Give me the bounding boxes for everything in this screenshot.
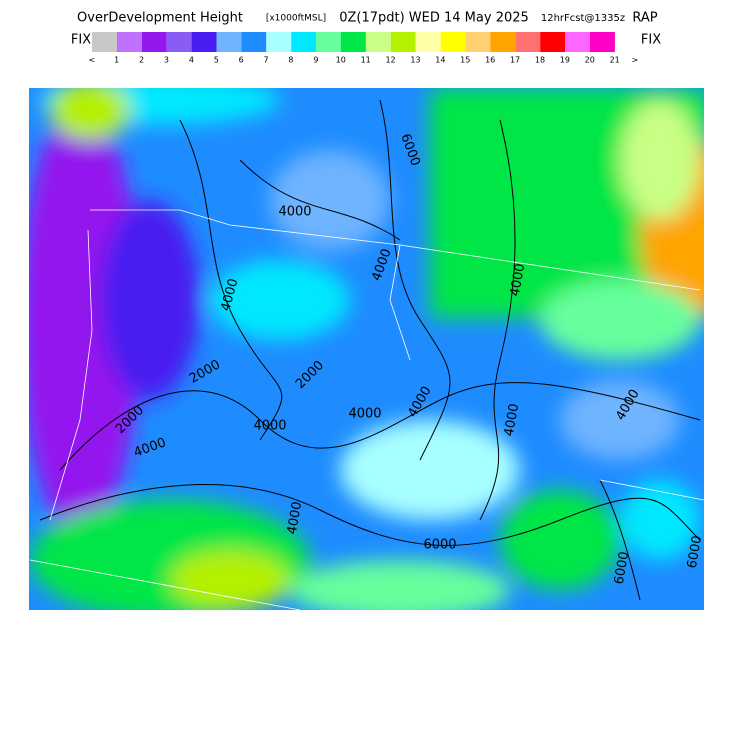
contour-label: 6000 bbox=[685, 534, 706, 569]
units: [x1000ftMSL] bbox=[266, 14, 326, 24]
legend-swatch bbox=[166, 32, 192, 52]
legend-swatch bbox=[465, 32, 491, 52]
legend-left: FIX bbox=[71, 33, 91, 48]
legend-swatch bbox=[291, 32, 317, 52]
legend-tick: 19 bbox=[560, 56, 570, 65]
legend-tick: 18 bbox=[535, 56, 545, 65]
legend-tick: 6 bbox=[239, 56, 244, 65]
legend-tick: 8 bbox=[288, 56, 293, 65]
header: OverDevelopment Height [x1000ftMSL] 0Z(1… bbox=[71, 11, 661, 48]
legend-swatch bbox=[216, 32, 242, 52]
contour-label: 4000 bbox=[253, 419, 286, 434]
legend-swatch bbox=[415, 32, 441, 52]
legend-swatch bbox=[341, 32, 366, 52]
legend-tick: 9 bbox=[313, 56, 318, 65]
contour-label: 6000 bbox=[423, 538, 456, 553]
legend-swatch bbox=[266, 32, 292, 52]
contours bbox=[39, 99, 701, 601]
legend-tick: 10 bbox=[336, 56, 346, 65]
legend-swatch bbox=[241, 32, 267, 52]
legend-tick: 1 bbox=[114, 56, 119, 65]
legend-swatch bbox=[390, 32, 416, 52]
legend: <1 2 3 4 5 6 7 8 9 10 11 12 13 14 15 16 17 18 19 20 21 > bbox=[89, 32, 639, 65]
legend-tick: 17 bbox=[510, 56, 520, 65]
legend-swatch bbox=[565, 32, 590, 52]
legend-right: FIX bbox=[641, 33, 661, 48]
title: OverDevelopment Height bbox=[77, 11, 243, 26]
contour-label: 4000 bbox=[508, 262, 529, 297]
legend-tick: 13 bbox=[410, 56, 420, 65]
legend-swatch bbox=[515, 32, 541, 52]
contour-label: 4000 bbox=[502, 402, 523, 437]
legend-swatch bbox=[116, 32, 142, 52]
contour-label: 4000 bbox=[348, 407, 381, 422]
legend-tick: 2 bbox=[139, 56, 144, 65]
contour-label: 4000 bbox=[285, 500, 306, 535]
legend-swatch bbox=[490, 32, 516, 52]
contour-label: 4000 bbox=[278, 205, 311, 220]
legend-tick: 3 bbox=[164, 56, 169, 65]
legend-tick: 20 bbox=[585, 56, 595, 65]
legend-swatch bbox=[540, 32, 566, 52]
legend-tick: > bbox=[632, 56, 639, 65]
legend-swatch bbox=[590, 32, 615, 52]
legend-swatch bbox=[365, 32, 391, 52]
field bbox=[29, 88, 704, 610]
legend-tick: 7 bbox=[264, 56, 269, 65]
valid-time: 0Z(17pdt) WED 14 May 2025 bbox=[339, 11, 529, 26]
legend-tick: 14 bbox=[435, 56, 445, 65]
legend-tick: 11 bbox=[361, 56, 371, 65]
legend-tick: 21 bbox=[610, 56, 620, 65]
legend-swatch bbox=[141, 32, 167, 52]
legend-swatch bbox=[92, 32, 117, 52]
legend-tick: < bbox=[89, 56, 96, 65]
legend-tick: 5 bbox=[214, 56, 219, 65]
model: RAP bbox=[632, 11, 657, 26]
legend-tick: 12 bbox=[385, 56, 395, 65]
legend-swatch bbox=[191, 32, 217, 52]
legend-tick: 15 bbox=[460, 56, 470, 65]
legend-tick: 16 bbox=[485, 56, 495, 65]
contour-label: 6000 bbox=[612, 550, 633, 585]
legend-swatch bbox=[440, 32, 466, 52]
legend-swatch bbox=[316, 32, 341, 52]
legend-tick: 4 bbox=[189, 56, 194, 65]
forecast: 12hrFcst@1335z bbox=[541, 13, 625, 24]
boundaries bbox=[29, 209, 704, 610]
